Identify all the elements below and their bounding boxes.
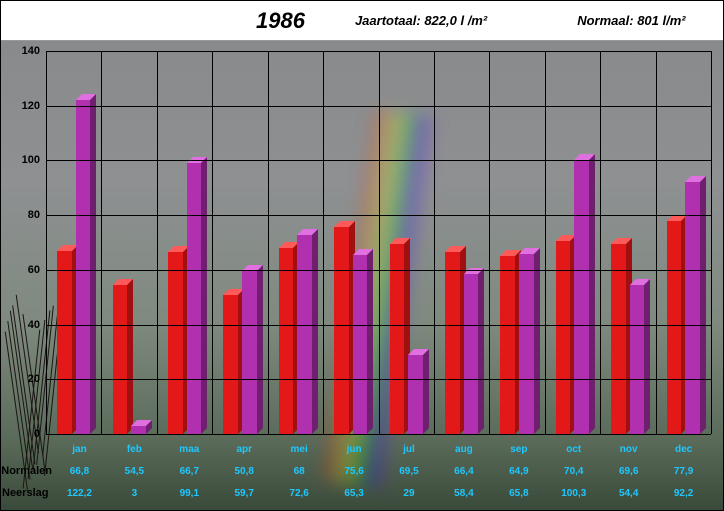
x-tick-apr: apr xyxy=(217,444,272,455)
bar-neerslag-jul xyxy=(408,355,423,434)
gridline-v xyxy=(323,51,324,434)
bar-normalen-sep xyxy=(500,256,515,434)
bar-normalen-jul xyxy=(390,244,405,434)
gridline-v xyxy=(656,51,657,434)
x-tick-jun: jun xyxy=(327,444,382,455)
x-tick-nov: nov xyxy=(601,444,656,455)
normal-label: Normaal: xyxy=(577,13,633,28)
value-normalen-feb: 54,5 xyxy=(107,466,162,477)
bar-neerslag-maa xyxy=(187,163,202,434)
value-normalen-dec: 77,9 xyxy=(656,466,711,477)
y-tick-label: 140 xyxy=(14,45,40,57)
value-normalen-sep: 64,9 xyxy=(491,466,546,477)
header: 1986 Jaartotaal: 822,0 l /m² Normaal: 80… xyxy=(1,1,723,41)
gridline-v xyxy=(46,51,47,434)
bar-normalen-aug xyxy=(445,252,460,434)
bar-neerslag-feb xyxy=(131,426,146,434)
gridline-v xyxy=(268,51,269,434)
total-label: Jaartotaal: xyxy=(355,13,421,28)
plot-area: 020406080100120140 janfebmaaaprmeijunjul… xyxy=(1,41,723,510)
gridline-v xyxy=(545,51,546,434)
x-tick-oct: oct xyxy=(546,444,601,455)
gridline-v xyxy=(379,51,380,434)
gridline-v xyxy=(157,51,158,434)
value-neerslag-oct: 100,3 xyxy=(546,488,601,499)
legend-label-neerslag: Neerslag xyxy=(1,487,52,499)
value-normalen-mei: 68 xyxy=(272,466,327,477)
value-neerslag-jul: 29 xyxy=(382,488,437,499)
legend-row-neerslag: Neerslag122,2399,159,772,665,32958,465,8… xyxy=(46,482,711,504)
bar-normalen-apr xyxy=(223,295,238,434)
gridline-h xyxy=(46,434,711,435)
y-tick-label: 100 xyxy=(14,154,40,166)
bar-normalen-mei xyxy=(279,248,294,434)
gridline-v xyxy=(434,51,435,434)
x-tick-maa: maa xyxy=(162,444,217,455)
total-stat: Jaartotaal: 822,0 l /m² xyxy=(355,13,487,28)
bar-neerslag-jan xyxy=(76,100,91,434)
x-tick-mei: mei xyxy=(272,444,327,455)
y-tick-label: 0 xyxy=(14,428,40,440)
value-neerslag-jun: 65,3 xyxy=(327,488,382,499)
total-value: 822,0 l /m² xyxy=(424,13,487,28)
bar-neerslag-sep xyxy=(519,254,534,434)
bar-normalen-feb xyxy=(113,285,128,434)
legend-label-normalen: Normalen xyxy=(1,465,52,477)
value-normalen-jul: 69,5 xyxy=(382,466,437,477)
value-neerslag-mei: 72,6 xyxy=(272,488,327,499)
bar-neerslag-jun xyxy=(353,255,368,434)
chart-frame: 1986 Jaartotaal: 822,0 l /m² Normaal: 80… xyxy=(0,0,724,511)
y-tick-label: 40 xyxy=(14,319,40,331)
chart-grid: 020406080100120140 xyxy=(46,51,711,434)
x-tick-feb: feb xyxy=(107,444,162,455)
bar-neerslag-dec xyxy=(685,182,700,434)
x-tick-jul: jul xyxy=(382,444,437,455)
value-neerslag-sep: 65,8 xyxy=(491,488,546,499)
gridline-v xyxy=(101,51,102,434)
x-tick-jan: jan xyxy=(52,444,107,455)
value-normalen-jun: 75,6 xyxy=(327,466,382,477)
bar-normalen-nov xyxy=(611,244,626,434)
value-neerslag-feb: 3 xyxy=(107,488,162,499)
bar-neerslag-oct xyxy=(574,160,589,434)
value-normalen-maa: 66,7 xyxy=(162,466,217,477)
bar-normalen-dec xyxy=(667,221,682,434)
y-tick-label: 20 xyxy=(14,373,40,385)
value-neerslag-apr: 59,7 xyxy=(217,488,272,499)
gridline-v xyxy=(212,51,213,434)
value-normalen-jan: 66,8 xyxy=(52,466,107,477)
value-neerslag-maa: 99,1 xyxy=(162,488,217,499)
y-tick-label: 80 xyxy=(14,209,40,221)
x-tick-aug: aug xyxy=(436,444,491,455)
x-axis-row: janfebmaaaprmeijunjulaugsepoctnovdec xyxy=(46,438,711,460)
value-normalen-aug: 66,4 xyxy=(436,466,491,477)
gridline-v xyxy=(711,51,712,434)
bar-normalen-jun xyxy=(334,227,349,434)
bar-normalen-jan xyxy=(57,251,72,434)
legend-row-normalen: Normalen66,854,566,750,86875,669,566,464… xyxy=(46,460,711,482)
value-normalen-oct: 70,4 xyxy=(546,466,601,477)
bar-neerslag-aug xyxy=(464,274,479,434)
chart-title: 1986 xyxy=(256,8,305,34)
x-tick-dec: dec xyxy=(656,444,711,455)
bar-neerslag-apr xyxy=(242,271,257,434)
bar-neerslag-nov xyxy=(630,285,645,434)
value-neerslag-dec: 92,2 xyxy=(656,488,711,499)
value-normalen-nov: 69,6 xyxy=(601,466,656,477)
gridline-v xyxy=(600,51,601,434)
value-neerslag-aug: 58,4 xyxy=(436,488,491,499)
value-neerslag-nov: 54,4 xyxy=(601,488,656,499)
bar-neerslag-mei xyxy=(297,235,312,434)
value-neerslag-jan: 122,2 xyxy=(52,488,107,499)
y-tick-label: 60 xyxy=(14,264,40,276)
x-tick-sep: sep xyxy=(491,444,546,455)
normal-stat: Normaal: 801 l/m² xyxy=(577,13,685,28)
value-normalen-apr: 50,8 xyxy=(217,466,272,477)
normal-value: 801 l/m² xyxy=(637,13,685,28)
y-tick-label: 120 xyxy=(14,100,40,112)
bar-normalen-maa xyxy=(168,252,183,434)
data-table: janfebmaaaprmeijunjulaugsepoctnovdecNorm… xyxy=(46,438,711,504)
gridline-v xyxy=(489,51,490,434)
